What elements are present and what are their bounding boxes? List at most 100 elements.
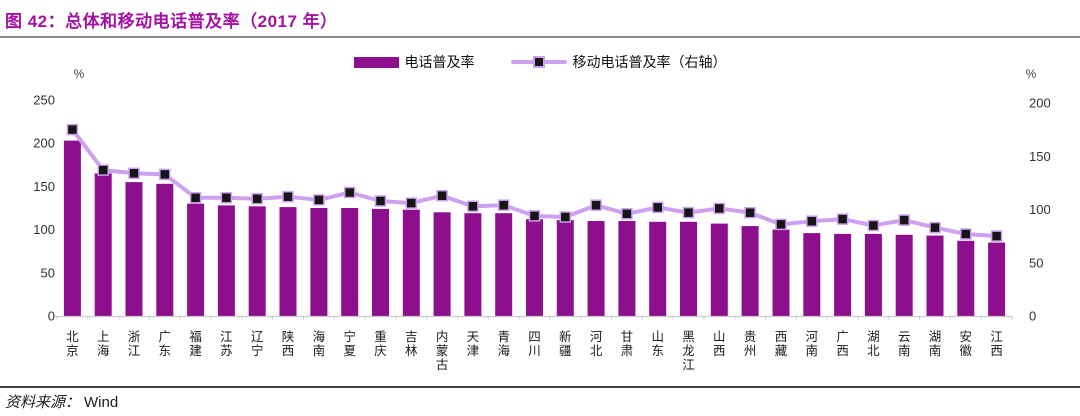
left-axis-tick: 50	[41, 265, 55, 280]
bar	[94, 173, 112, 316]
page-title: 图 42：总体和移动电话普及率（2017 年）	[5, 12, 338, 31]
line-series	[66, 123, 1003, 242]
bar	[217, 205, 235, 316]
bar	[187, 203, 205, 316]
line-marker	[66, 123, 79, 136]
x-label: 新疆	[559, 329, 572, 358]
bar-swatch-icon	[353, 56, 399, 68]
line-marker	[97, 164, 109, 176]
line-marker	[282, 190, 294, 203]
chart-legend: 电话普及率 移动电话普及率（右轴）	[0, 52, 1080, 72]
x-label: 陕西	[282, 329, 295, 358]
x-label: 安徽	[960, 329, 973, 358]
line-marker	[559, 211, 572, 223]
line-marker	[436, 189, 448, 202]
footer-divider	[0, 386, 1080, 388]
bar	[680, 221, 697, 316]
x-label: 四川	[528, 330, 541, 358]
line-marker	[713, 202, 726, 215]
line-marker	[251, 193, 263, 205]
line-marker	[867, 219, 880, 232]
x-label: 西藏	[775, 330, 788, 358]
x-label: 云南	[898, 330, 911, 358]
x-label: 黑龙江	[682, 330, 695, 372]
line-marker	[189, 192, 202, 204]
x-label: 宁夏	[343, 329, 356, 358]
bar	[926, 235, 944, 316]
x-label: 河北	[590, 330, 603, 358]
right-axis-tick: 200	[1029, 96, 1051, 111]
bar	[649, 221, 667, 316]
source-note: 资料来源： Wind	[5, 391, 118, 412]
x-label: 辽宁	[251, 330, 264, 358]
line-marker	[651, 201, 664, 214]
line-marker	[467, 200, 479, 213]
x-label: 湖北	[867, 329, 880, 358]
left-axis-tick: 200	[33, 136, 55, 151]
x-label: 山西	[713, 330, 726, 358]
line-marker	[682, 206, 695, 219]
source-label: 资料来源：	[5, 395, 81, 411]
legend-item-bars: 电话普及率	[353, 52, 475, 72]
bar	[803, 233, 821, 316]
x-label: 吉林	[405, 330, 418, 358]
line-marker	[590, 199, 602, 211]
bar	[957, 240, 975, 316]
right-axis-unit: %	[1026, 67, 1037, 81]
x-label: 北京	[66, 330, 79, 358]
x-label: 福建	[189, 329, 202, 358]
line-marker	[220, 192, 233, 204]
bar	[556, 220, 574, 316]
bar	[63, 140, 81, 316]
bar	[741, 226, 759, 316]
left-axis-tick: 100	[33, 222, 55, 237]
line-marker	[929, 221, 941, 234]
x-label: 内蒙古	[436, 330, 449, 372]
bar	[372, 208, 389, 316]
line-marker	[405, 197, 418, 209]
bar	[988, 242, 1006, 316]
x-label: 青海	[497, 330, 510, 358]
x-axis	[55, 315, 1013, 320]
bar	[279, 207, 297, 316]
bar	[772, 229, 790, 316]
bar	[248, 206, 266, 316]
line-marker-swatch-icon	[510, 56, 567, 68]
x-label: 重庆	[374, 329, 387, 358]
source-value: Wind	[84, 394, 119, 411]
right-axis-tick: 50	[1029, 255, 1043, 270]
line-marker	[497, 199, 510, 211]
x-label: 浙江	[128, 329, 141, 358]
bar	[156, 183, 174, 316]
bar	[526, 219, 543, 316]
line-marker	[528, 210, 541, 222]
bar	[895, 234, 913, 316]
line-marker	[374, 195, 387, 207]
legend-item-line: 移动电话普及率（右轴）	[510, 52, 727, 72]
x-label: 广西	[836, 330, 849, 358]
right-axis-tick: 0	[1029, 309, 1036, 324]
line-marker	[898, 214, 910, 226]
x-label: 江苏	[220, 330, 233, 358]
line-marker	[621, 208, 633, 220]
line-marker	[343, 186, 356, 199]
bar	[864, 233, 882, 316]
bar	[618, 221, 636, 316]
bar	[464, 213, 482, 316]
x-label: 天津	[467, 330, 480, 358]
line-marker	[775, 218, 787, 231]
left-axis-tick: 150	[33, 179, 55, 194]
x-label: 广东	[159, 330, 172, 358]
x-label: 海南	[313, 329, 326, 358]
right-axis-tick: 150	[1029, 149, 1051, 164]
right-axis-tick: 100	[1029, 202, 1051, 217]
line-marker	[128, 167, 140, 180]
left-axis-tick: 250	[33, 93, 55, 108]
axis-tick-labels: 0 50 100 150 200 250 0 50 100 150 200%%	[33, 67, 1050, 324]
x-label: 甘肃	[621, 330, 634, 358]
line-marker	[836, 213, 849, 225]
x-label: 江西	[990, 330, 1003, 358]
line-marker	[806, 215, 818, 227]
